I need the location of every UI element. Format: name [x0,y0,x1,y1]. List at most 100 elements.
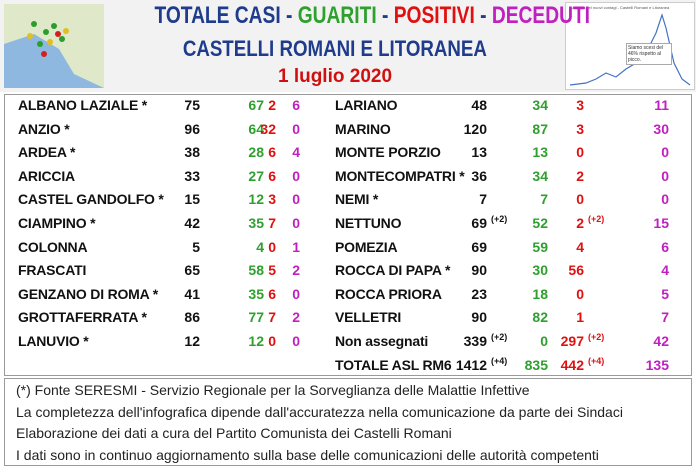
positivi-delta: (+2) [588,332,605,342]
municipality-name: LANUVIO * [18,333,89,349]
totale-value: 90 [471,262,487,279]
totale-value: 339 [463,333,487,349]
totale-delta: (+2) [491,214,508,224]
municipality-name: ARDEA * [18,144,76,161]
guariti-value: 28 [248,144,264,161]
positivi-value: 0 [576,191,584,208]
guariti-value: 0 [540,333,548,349]
totale-value: 7 [479,191,487,208]
positivi-value: 3 [268,191,276,208]
positivi-value: 7 [268,215,276,231]
guariti-value: 13 [532,144,548,161]
footer-line: I dati sono in continuo aggiornamento su… [16,446,599,463]
positivi-value: 2 [268,97,276,113]
map-thumbnail [4,4,104,88]
municipality-name: COLONNA [18,238,88,255]
positivi-value: 0 [268,238,276,255]
totale-value: 12 [184,333,200,349]
footer-line: La completezza dell'infografica dipende … [16,403,623,420]
totale-value: 65 [184,262,200,279]
positivi-value: 0 [576,144,584,161]
totale-value: 23 [471,285,487,302]
totale-value: 96 [184,120,200,137]
municipality-name: ROCCA DI PAPA * [335,262,451,279]
deceduti-value: 0 [661,144,669,161]
guariti-value: 77 [248,309,264,326]
positivi-value: 1 [576,309,584,326]
municipality-name: Non assegnati [335,333,429,349]
guariti-value: 12 [248,191,264,208]
totale-value: 69 [471,238,487,255]
title-part: - [474,2,492,29]
positivi-value: 4 [576,238,584,255]
totale-value: 90 [471,309,487,326]
deceduti-value: 0 [292,215,300,231]
guariti-value: 87 [532,120,548,137]
guariti-value: 35 [248,215,264,231]
guariti-value: 12 [248,333,264,349]
totale-value: 36 [471,167,487,184]
totale-delta: (+4) [491,355,508,366]
municipality-name: POMEZIA [335,238,398,255]
deceduti-value: 4 [292,144,300,161]
title-part: GUARITI [297,2,377,29]
municipality-name: ARICCIA [18,167,75,184]
title-text: TOTALE CASI - GUARITI - POSITIVI - DECED… [154,2,590,30]
positivi-value: 297 [560,333,584,349]
positivi-value: 32 [260,120,276,137]
municipality-name: ROCCA PRIORA [335,285,442,302]
positivi-value: 0 [576,285,584,302]
deceduti-value: 7 [661,309,669,326]
footer-line: (*) Fonte SERESMI - Servizio Regionale p… [16,382,530,398]
guariti-value: 18 [532,285,548,302]
guariti-value: 27 [248,167,264,184]
totale-value: 75 [184,97,200,113]
guariti-value: 52 [532,215,548,231]
title-part: POSITIVI [393,2,475,29]
deceduti-value: 0 [292,333,300,349]
title-part: - [280,2,298,29]
totale-value: 69 [471,215,487,231]
deceduti-value: 1 [292,238,300,255]
positivi-value: 6 [268,144,276,161]
totale-value: 120 [463,120,487,137]
deceduti-value: 135 [645,356,669,373]
totale-value: 41 [184,285,200,302]
positivi-delta: (+2) [588,214,605,224]
deceduti-value: 11 [654,97,669,113]
positivi-value: 3 [576,120,584,137]
deceduti-value: 15 [653,215,669,231]
totale-value: 86 [184,309,200,326]
guariti-value: 30 [532,262,548,279]
deceduti-value: 6 [661,238,669,255]
municipality-name: VELLETRI [335,309,402,326]
guariti-value: 35 [248,285,264,302]
municipality-name: NEMI * [335,191,379,208]
totale-value: 42 [184,215,200,231]
deceduti-value: 4 [661,262,669,279]
totale-value: 48 [471,97,487,113]
guariti-value: 58 [248,262,264,279]
positivi-value: 6 [268,167,276,184]
guariti-value: 82 [532,309,548,326]
title-part: DECEDUTI [491,2,591,29]
positivi-value: 5 [268,262,276,279]
positivi-value: 3 [576,97,584,113]
guariti-value: 7 [540,191,548,208]
deceduti-value: 2 [292,262,300,279]
municipality-name: ANZIO * [18,120,70,137]
deceduti-value: 30 [653,120,669,137]
table-frame [4,94,692,376]
positivi-value: 2 [576,215,584,231]
totale-value: 5 [192,238,200,255]
deceduti-value: 0 [661,167,669,184]
municipality-name: ALBANO LAZIALE * [18,97,148,113]
positivi-delta: (+4) [588,355,605,366]
positivi-value: 2 [576,167,584,184]
municipality-name: FRASCATI [18,262,87,279]
title: TOTALE CASI - GUARITI - POSITIVI - DECED… [100,2,590,30]
deceduti-value: 42 [653,333,669,349]
municipality-name: CASTEL GANDOLFO * [18,191,164,208]
totale-value: 33 [184,167,200,184]
totale-value: 15 [184,191,200,208]
